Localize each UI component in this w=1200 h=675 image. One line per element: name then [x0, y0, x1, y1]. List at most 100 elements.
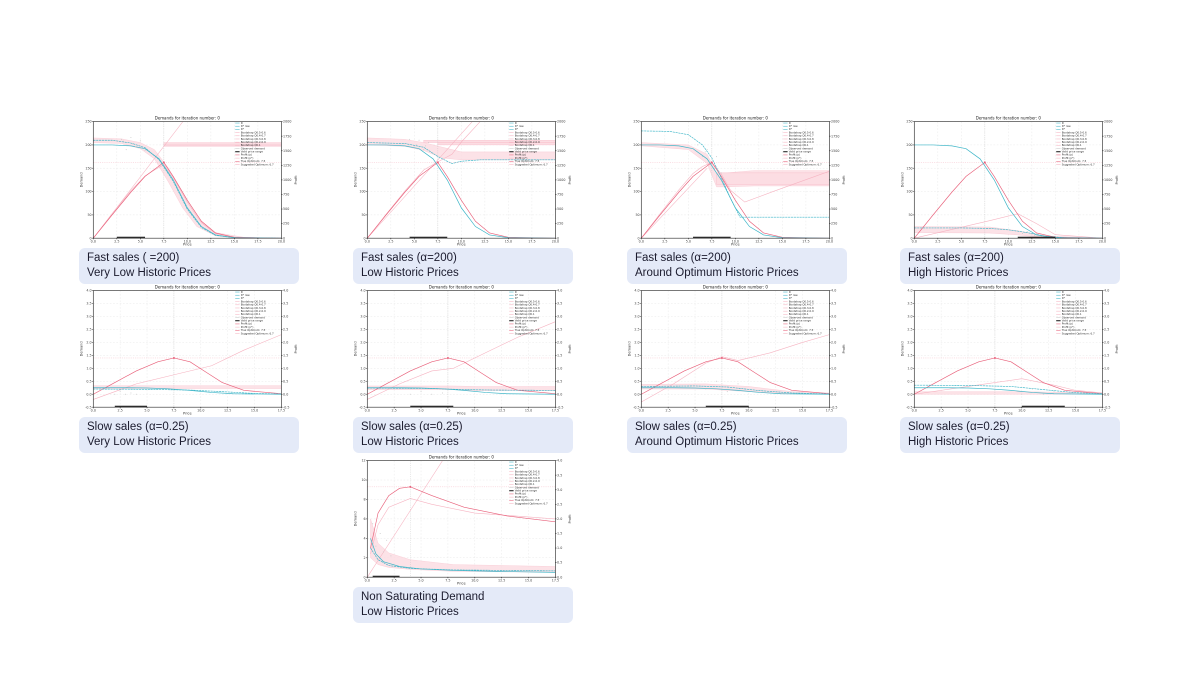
demand-true-line: [367, 387, 556, 395]
y-right-tick-label: 1750: [1104, 134, 1112, 138]
caption-line-2: High Historic Prices: [908, 436, 1009, 448]
x-tick-label: 5.0: [692, 409, 697, 413]
observed-point: [114, 393, 116, 395]
observed-point: [432, 152, 434, 154]
x-tick-label: 2.5: [935, 240, 940, 244]
y-right-axis-label: Profit: [568, 175, 572, 185]
legend-entry: D: [515, 460, 517, 464]
x-axis-label: Price: [183, 411, 192, 415]
x-tick-label: 15.0: [525, 579, 532, 583]
x-tick-label: 12.5: [1028, 240, 1035, 244]
caption-line-1: Fast sales (α=200): [635, 252, 731, 264]
chart-svg: Demands for iteration number: 0 0.0 2.5 5.0…: [353, 284, 572, 415]
y-left-tick-label: 4.0: [86, 289, 91, 293]
x-tick-label: 17.5: [552, 579, 559, 583]
chart-svg: Demands for iteration number: 0 0.0 2.5 5.0…: [79, 284, 297, 415]
legend-entry: Bootstrap Q0.5-0.6: [515, 469, 540, 473]
legend-entry: Bootstrap Q0.4-0.7: [789, 134, 814, 138]
legend-entry: Bootstrap Q0.2-0.9: [241, 140, 266, 144]
y-right-tick-label: 0.0: [831, 392, 836, 396]
true-optimum-marker: [720, 356, 723, 359]
x-tick-label: 5.0: [418, 579, 423, 583]
true-optimum-marker: [162, 161, 165, 164]
legend-entry: Bootstrap Q0.3-0.8: [789, 137, 814, 141]
legend-entry: Suggested Optimum: 6.7: [1062, 331, 1095, 335]
observed-point: [418, 139, 420, 141]
y-right-tick-label: 1500: [1104, 149, 1112, 153]
observed-point: [716, 380, 718, 382]
y-left-tick-label: 2.0: [86, 341, 91, 345]
profit-estimated-line: [93, 334, 282, 400]
x-tick-label: 10.0: [732, 240, 739, 244]
true-optimum-marker: [436, 161, 439, 164]
y-left-tick-label: 150: [85, 166, 91, 170]
legend-entry: Observed demand: [515, 485, 540, 489]
bootstrap-flat-band: [716, 172, 830, 185]
legend-entry: Profit (p): [1062, 322, 1073, 326]
x-tick-label: 20.0: [278, 240, 285, 244]
y-left-tick-label: 0: [364, 236, 366, 240]
legend-entry: True Optimum: 7.5: [1062, 328, 1087, 332]
profit-true-line: [641, 357, 830, 395]
y-left-tick-label: 1.0: [634, 366, 639, 370]
chart: Demands for iteration number: 0 0.0 2.5 5.0…: [353, 115, 573, 247]
y-left-tick-label: 1.0: [360, 366, 365, 370]
x-tick-label: 2.5: [666, 409, 671, 413]
y-right-tick-label: 1.0: [831, 366, 836, 370]
y-right-tick-label: 2.0: [283, 341, 288, 345]
observed-point: [139, 140, 141, 142]
profit-true-line: [367, 357, 556, 395]
y-right-tick-label: 500: [1104, 207, 1110, 211]
legend-entry: Bootstrap Q0.2-0.9: [1062, 140, 1087, 144]
y-right-tick-label: 2.0: [831, 341, 836, 345]
legend-entry: Profit (p*): [789, 156, 802, 160]
x-tick-label: 5.0: [138, 240, 143, 244]
legend-entry: D*: [515, 466, 519, 470]
y-left-tick-label: 200: [906, 143, 912, 147]
legend-entry: True Optimum: 7.5: [241, 159, 266, 163]
y-right-tick-label: 4.0: [283, 289, 288, 293]
caption-line-1: Slow sales (α=0.25): [87, 421, 189, 433]
demand-estimated-line: [914, 384, 1103, 395]
y-right-tick-label: 1250: [831, 163, 839, 167]
x-tick-label: 15.0: [799, 409, 806, 413]
legend-entry: Suggested Optimum: 6.7: [241, 331, 274, 335]
y-left-tick-label: 12: [361, 459, 365, 463]
y-right-tick-label: 1250: [1104, 163, 1112, 167]
y-right-tick-label: 3.5: [557, 473, 562, 477]
y-right-axis-label: Profit: [842, 344, 846, 354]
x-tick-label: 5.0: [144, 409, 149, 413]
x-tick-label: 15.0: [1072, 409, 1079, 413]
y-left-tick-label: 50: [635, 213, 639, 217]
y-right-tick-label: 1500: [831, 149, 839, 153]
x-axis-label: Price: [457, 242, 466, 246]
x-tick-label: 12.5: [498, 409, 505, 413]
plot-title: Demands for iteration number: 0: [976, 284, 1042, 289]
caption-line-2: High Historic Prices: [908, 267, 1009, 279]
y-right-tick-label: 0: [283, 236, 285, 240]
true-optimum-marker: [983, 161, 986, 164]
caption-box: Fast sales ( =200) Very Low Historic Pri…: [79, 248, 299, 284]
legend-entry: D: [1062, 121, 1064, 125]
caption-line-2: Very Low Historic Prices: [87, 267, 211, 279]
y-right-tick-label: 1250: [283, 163, 291, 167]
y-right-tick-label: 1250: [557, 163, 565, 167]
legend-entry: D: [515, 121, 517, 125]
x-tick-label: 20.0: [1099, 240, 1106, 244]
legend-entry: Bootstrap Q0.3-0.8: [515, 306, 540, 310]
legend-entry: Valid price range: [789, 150, 812, 154]
axes-frame: [640, 290, 830, 408]
x-tick-label: 12.5: [1045, 409, 1052, 413]
legend-entry: Profit (p): [515, 492, 526, 496]
caption-box: Non Saturating Demand Low Historic Price…: [353, 587, 573, 623]
caption-box: Fast sales (α=200) Low Historic Prices: [353, 248, 573, 284]
profit-true-line: [641, 161, 830, 239]
x-tick-label: 15.0: [251, 409, 258, 413]
legend-entry: D*: [241, 127, 245, 131]
y-right-tick-label: 0: [831, 236, 833, 240]
demand-estimated-line: [370, 547, 556, 572]
panel-fast-high: Demands for iteration number: 0 0.0 2.5 5.0…: [900, 115, 1120, 284]
legend-entry: Bootstrap Q0.2-0.9: [789, 309, 814, 313]
plot-title: Demands for iteration number: 0: [429, 115, 495, 120]
